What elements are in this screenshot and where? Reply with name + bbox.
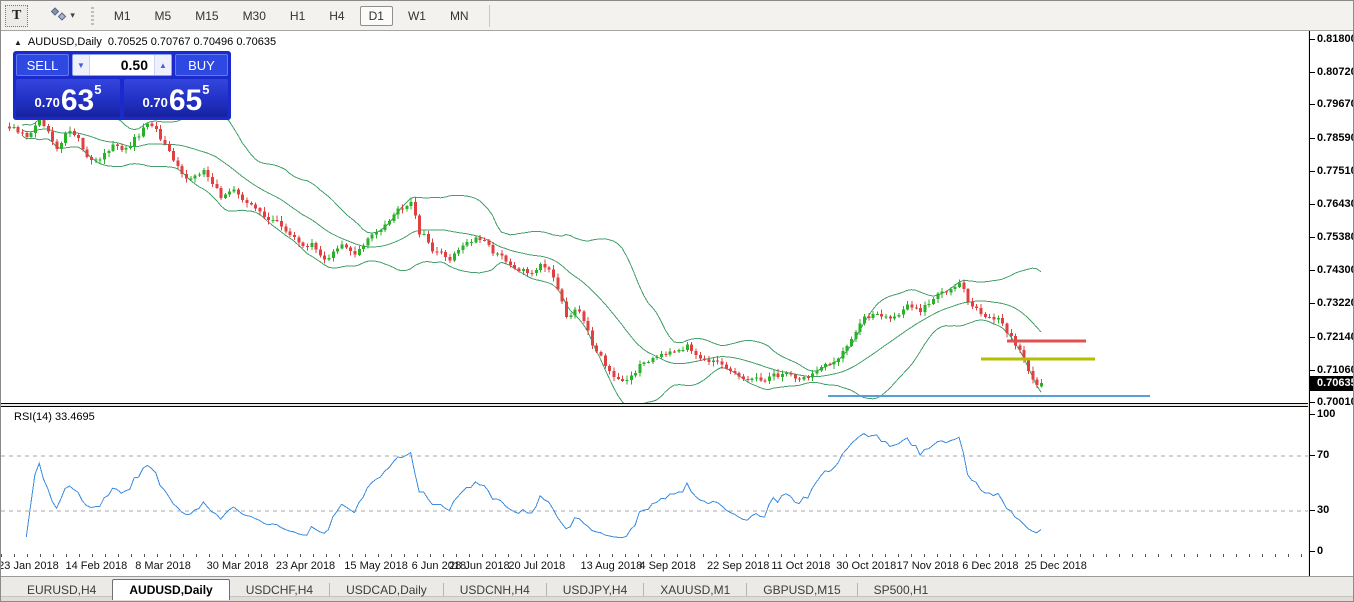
buy-price-panel[interactable]: 0.70 65 5 <box>124 79 228 117</box>
sell-price-panel[interactable]: 0.70 63 5 <box>16 79 120 117</box>
sell-price-prefix: 0.70 <box>34 95 60 110</box>
one-click-trading-widget: SELL ▼ ▲ BUY 0.70 63 5 0.70 <box>13 51 231 120</box>
chart-tab-USDCHF-H4[interactable]: USDCHF,H4 <box>245 582 314 597</box>
rsi-tick-label: 70 <box>1309 449 1330 462</box>
date-tick-label: 17 Nov 2018 <box>896 560 959 572</box>
main-chart-plot[interactable]: ▲ AUDUSD,Daily 0.70525 0.70767 0.70496 0… <box>1 31 1308 404</box>
price-tick-label: 0.79670 <box>1310 98 1353 110</box>
price-tick-label: 0.72140 <box>1310 331 1353 343</box>
tab-separator <box>856 583 858 596</box>
candlestick-canvas[interactable] <box>1 31 1308 403</box>
chart-tab-EURUSD-H4[interactable]: EURUSD,H4 <box>27 582 97 597</box>
rsi-tick-label: 30 <box>1309 503 1330 516</box>
volume-stepper: ▼ ▲ <box>72 54 172 76</box>
date-tick-label: 30 Mar 2018 <box>206 560 269 572</box>
date-tick-label: 11 Oct 2018 <box>771 560 831 572</box>
volume-input[interactable] <box>90 55 154 75</box>
date-tick-label: 25 Dec 2018 <box>1024 560 1087 572</box>
objects-tool-icon <box>50 6 68 25</box>
timeframe-button-D1[interactable]: D1 <box>359 5 393 26</box>
chart-tab-AUDUSD-Daily[interactable]: AUDUSD,Daily <box>112 579 230 600</box>
price-tick-label: 0.73220 <box>1310 297 1353 309</box>
price-axis[interactable]: 0.70635 0.81800 0.80720 0.79670 0.78590 0.77… <box>1309 31 1353 576</box>
buy-price-prefix: 0.70 <box>142 95 168 110</box>
chart-tab-USDCAD-Daily[interactable]: USDCAD,Daily <box>346 582 427 597</box>
timeframe-button-MN[interactable]: MN <box>441 6 478 26</box>
rsi-tick-label: 100 <box>1309 408 1336 420</box>
date-axis[interactable]: 23 Jan 2018 14 Feb 2018 8 Mar 2018 30 Mar 2… <box>1 554 1308 576</box>
rsi-canvas[interactable] <box>1 407 1308 554</box>
chart-window: ▲ AUDUSD,Daily 0.70525 0.70767 0.70496 0… <box>1 31 1353 576</box>
date-tick-label: 15 May 2018 <box>344 560 408 572</box>
date-tick-label: 8 Mar 2018 <box>135 560 191 572</box>
buy-price-big: 65 <box>168 84 203 118</box>
toolbar-grip-handle[interactable] <box>90 6 94 25</box>
tab-separator <box>545 583 547 596</box>
chart-tabs: EURUSD,H4 AUDUSD,Daily USDCHF,H4 USDCAD,Dai… <box>11 579 944 600</box>
chart-tab-XAUUSD-M1[interactable]: XAUUSD,M1 <box>660 582 731 597</box>
date-tick-label: 22 Sep 2018 <box>706 560 770 572</box>
price-tick-label: 0.77510 <box>1310 165 1353 177</box>
date-tick-label: 6 Dec 2018 <box>962 560 1019 572</box>
price-tick-label: 0.70010 <box>1310 396 1353 408</box>
date-tick-label: 6 Jun 2018 <box>411 560 467 572</box>
chart-title: ▲ AUDUSD,Daily 0.70525 0.70767 0.70496 0… <box>14 36 276 48</box>
price-tick-label: 0.76430 <box>1310 198 1353 210</box>
one-click-collapse-icon[interactable]: ▲ <box>14 37 22 47</box>
tab-separator <box>329 583 331 596</box>
chart-ohlc-values: 0.70525 0.70767 0.70496 0.70635 <box>107 36 277 48</box>
date-tick-label: 13 Aug 2018 <box>580 560 643 572</box>
price-tick-label: 0.75380 <box>1310 231 1353 243</box>
tab-separator <box>442 583 444 596</box>
rsi-indicator-pane[interactable]: RSI(14) 33.4695 <box>1 406 1308 555</box>
price-tick-label: 0.71060 <box>1310 364 1353 376</box>
price-tick-label: 0.74300 <box>1310 264 1353 276</box>
date-tick-label: 23 Apr 2018 <box>275 560 336 572</box>
timeframe-button-group: M1 M5 M15 M30 H1 H4 D1 W1 MN <box>105 5 478 26</box>
price-tick-label: 0.81800 <box>1310 33 1353 45</box>
objects-tool-button[interactable]: ▾ <box>43 5 82 27</box>
timeframe-button-M15[interactable]: M15 <box>186 6 227 26</box>
chart-tab-SP500-H1[interactable]: SP500,H1 <box>873 582 929 597</box>
chart-tab-bar: EURUSD,H4 AUDUSD,Daily USDCHF,H4 USDCAD,Dai… <box>1 576 1353 601</box>
date-tick-label: 4 Sep 2018 <box>639 560 696 572</box>
tab-separator <box>643 583 645 596</box>
timeframe-button-M30[interactable]: M30 <box>234 6 275 26</box>
volume-decrease-button[interactable]: ▼ <box>73 55 90 75</box>
timeframe-button-H1[interactable]: H1 <box>281 6 314 26</box>
sell-price-big: 63 <box>60 84 95 118</box>
text-tool-button[interactable]: T <box>5 4 29 27</box>
date-tick-label: 30 Oct 2018 <box>836 560 897 572</box>
buy-button[interactable]: BUY <box>175 54 228 76</box>
tab-bar-bottom-strip <box>1 596 1353 601</box>
tab-separator <box>746 583 748 596</box>
timeframe-button-M5[interactable]: M5 <box>146 6 181 26</box>
sell-button[interactable]: SELL <box>16 54 69 76</box>
volume-increase-button[interactable]: ▲ <box>154 55 171 75</box>
date-tick-label: 14 Feb 2018 <box>65 560 128 572</box>
chart-toolbar: T ▾ M1 M5 M15 M30 H1 H4 D1 W1 MN <box>1 1 1353 31</box>
candles-layer <box>8 115 1043 389</box>
date-tick-label: 23 Jan 2018 <box>0 560 59 572</box>
buy-price-pip: 5 <box>202 82 210 97</box>
chart-tab-GBPUSD-M15[interactable]: GBPUSD,M15 <box>763 582 841 597</box>
timeframe-button-H4[interactable]: H4 <box>320 6 353 26</box>
price-tick-label: 0.80720 <box>1310 66 1353 78</box>
price-tick-label: 0.78590 <box>1310 132 1353 144</box>
chart-tab-USDJPY-H4[interactable]: USDJPY,H4 <box>562 582 628 597</box>
date-tick-label: 28 Jun 2018 <box>449 560 510 572</box>
objects-dropdown-caret-icon[interactable]: ▾ <box>70 10 75 20</box>
toolbar-separator <box>488 4 490 27</box>
timeframe-button-W1[interactable]: W1 <box>399 6 435 26</box>
chart-symbol-label: AUDUSD,Daily <box>27 36 102 48</box>
sell-price-pip: 5 <box>94 82 102 97</box>
rsi-indicator-label: RSI(14) 33.4695 <box>14 411 95 423</box>
rsi-tick-label: 0 <box>1309 545 1324 557</box>
chart-tab-USDCNH-H4[interactable]: USDCNH,H4 <box>459 582 530 597</box>
date-tick-label: 20 Jul 2018 <box>508 560 566 572</box>
timeframe-button-M1[interactable]: M1 <box>105 6 140 26</box>
current-price-badge: 0.70635 <box>1310 376 1353 392</box>
rsi-line <box>25 433 1042 539</box>
